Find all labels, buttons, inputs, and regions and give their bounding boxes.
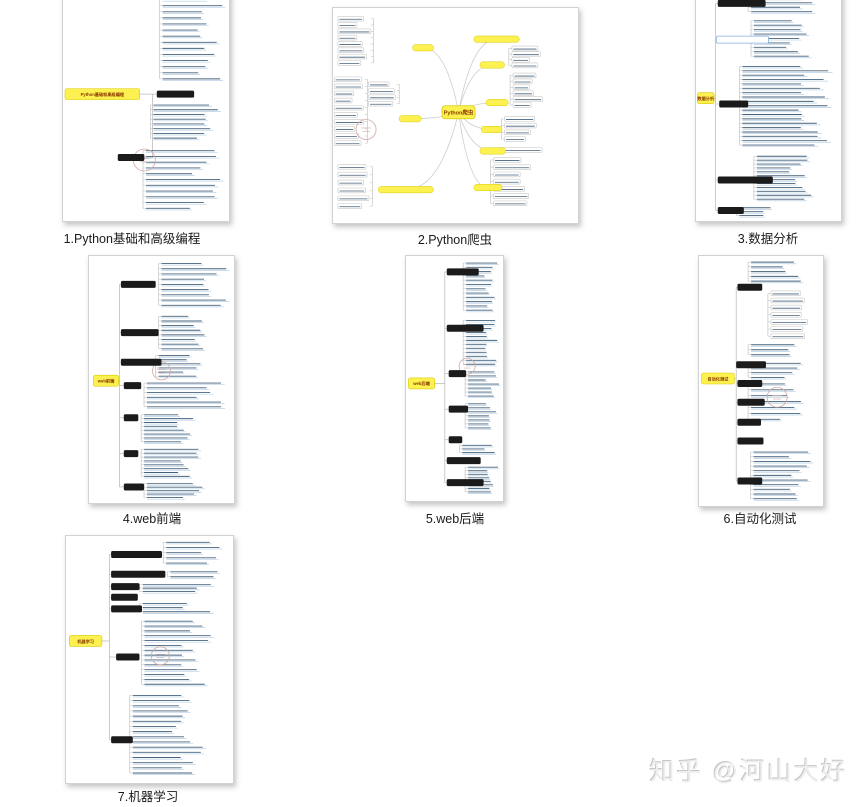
svg-text:机器学习: 机器学习 [77,638,94,645]
thumbnail-1[interactable]: Python基础和高级编程 [62,0,230,222]
svg-text:Python爬虫: Python爬虫 [444,108,474,116]
thumbnail-7[interactable]: 机器学习 [65,535,234,784]
thumbnail-caption: 1.Python基础和高级编程 [63,232,201,246]
thumbnail-caption: 7.机器学习 [117,790,179,804]
mindmap-image: web前端 [93,263,230,500]
thumbnail-caption: 3.数据分析 [737,232,799,246]
svg-text:数据分析: 数据分析 [697,95,715,102]
thumbnail-caption: 5.web后端 [425,512,485,526]
thumbnail-caption: 2.Python爬虫 [417,233,493,247]
thumbnail-2[interactable]: Python爬虫 [332,7,579,224]
svg-text:自动化测试: 自动化测试 [707,375,729,382]
thumbnail-caption: 6.自动化测试 [723,512,797,526]
thumbnail-3[interactable]: 数据分析 [695,0,842,222]
svg-text:web后端: web后端 [412,380,430,387]
mindmap-image: Python爬虫 [333,15,543,209]
mindmap-image: Python基础和高级编程 [64,0,226,211]
thumbnail-5[interactable]: web后端 [405,255,504,502]
thumbnail-4[interactable]: web前端 [88,255,235,504]
mindmap-image: web后端 [408,262,501,494]
svg-text:web前端: web前端 [97,378,115,385]
svg-text:Python基础和高级编程: Python基础和高级编程 [81,91,125,98]
watermark: 知乎 @河山大好 [649,758,848,786]
thumbnail-caption: 4.web前端 [122,512,182,526]
mindmap-image: 自动化测试 [701,261,814,501]
mindmap-image: 数据分析 [697,0,833,218]
thumbnail-6[interactable]: 自动化测试 [698,255,824,507]
mindmap-image: 机器学习 [69,541,223,775]
